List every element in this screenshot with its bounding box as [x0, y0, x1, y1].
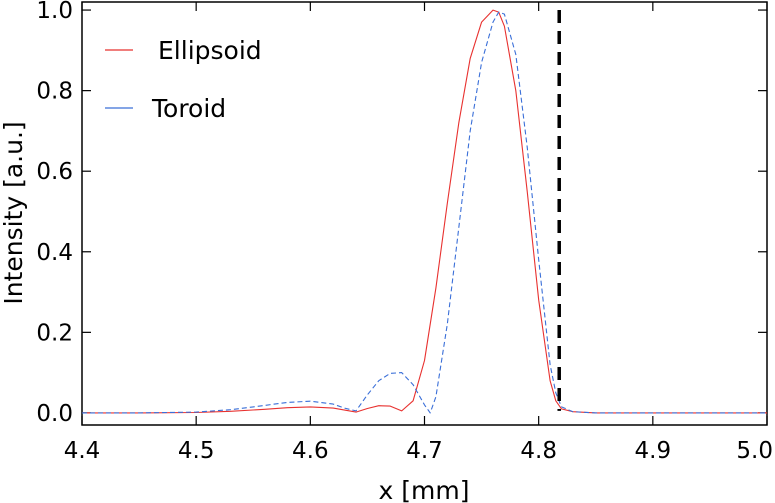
- x-axis: 4.4 4.5 4.6 4.7 4.8 4.9 5.0: [64, 2, 773, 464]
- y-tick-label: 0.8: [36, 79, 73, 105]
- x-tick-label: 4.9: [635, 438, 672, 464]
- y-axis: 0.0 0.2 0.4 0.6 0.8 1.0: [36, 0, 767, 427]
- y-tick-label: 1.0: [36, 0, 73, 24]
- x-tick-label: 4.6: [292, 438, 329, 464]
- x-tick-label: 4.7: [406, 438, 443, 464]
- x-tick-label: 5.0: [736, 438, 773, 464]
- y-axis-label: Intensity [a.u.]: [0, 121, 28, 304]
- y-tick-label: 0.6: [36, 159, 73, 185]
- x-tick-label: 4.5: [178, 438, 215, 464]
- y-tick-label: 0.0: [36, 401, 73, 427]
- series-line-ellipsoid: [82, 9, 767, 414]
- x-axis-label: x [mm]: [379, 476, 470, 503]
- legend-label-toroid: Toroid: [151, 94, 226, 123]
- series-line-toroid: [82, 11, 767, 414]
- x-tick-label: 4.4: [64, 438, 101, 464]
- x-tick-label: 4.8: [520, 438, 557, 464]
- series-layer: [82, 9, 767, 414]
- y-tick-label: 0.2: [36, 320, 73, 346]
- legend-label-ellipsoid: Ellipsoid: [158, 36, 262, 65]
- legend: Ellipsoid Toroid: [105, 36, 262, 123]
- y-tick-label: 0.4: [36, 240, 73, 266]
